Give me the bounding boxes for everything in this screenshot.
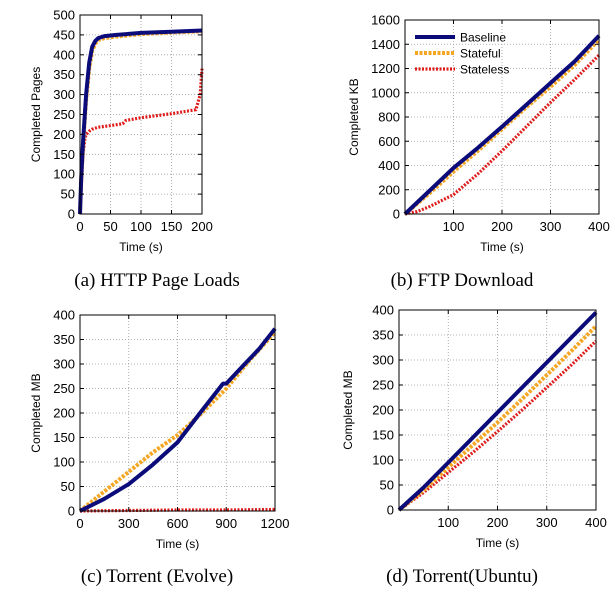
x-tick-label: 200 (487, 515, 509, 530)
series-stateless-line (398, 339, 598, 512)
y-tick-label: 0 (387, 503, 394, 518)
y-tick-label: 200 (53, 127, 75, 142)
series-baseline-line (403, 34, 601, 216)
y-tick-label: 500 (53, 8, 75, 23)
y-tick-label: 150 (53, 430, 75, 445)
chart-b: 0 200 400 600 800 1000 1200 1400 1600 100 200 300 40… (347, 13, 610, 255)
x-tick-label: 200 (491, 219, 513, 234)
y-tick-label: 1400 (371, 37, 400, 52)
y-tick-label: 400 (378, 158, 400, 173)
x-tick-label: 150 (161, 219, 183, 234)
y-tick-label: 350 (53, 332, 75, 347)
y-tick-label: 350 (372, 328, 394, 343)
x-axis-label: Time (s) (476, 536, 520, 550)
x-tick-label: 300 (540, 219, 562, 234)
y-tick-label: 100 (372, 453, 394, 468)
y-tick-label: 350 (53, 67, 75, 82)
x-tick-label: 300 (536, 515, 558, 530)
y-tick-label: 300 (53, 357, 75, 372)
x-tick-label: 100 (130, 219, 152, 234)
x-tick-label: 300 (118, 516, 140, 531)
x-axis-label: Time (s) (480, 240, 524, 254)
y-tick-label: 300 (53, 87, 75, 102)
legend-label-stateless: Stateless (460, 63, 509, 77)
x-tick-label: 0 (76, 516, 83, 531)
y-tick-label: 250 (53, 381, 75, 396)
y-tick-label: 50 (380, 478, 394, 493)
y-tick-label: 1200 (371, 61, 400, 76)
y-tick-label: 450 (53, 27, 75, 42)
x-tick-label: 1200 (261, 516, 290, 531)
y-tick-label: 0 (68, 504, 75, 519)
x-tick-label: 900 (215, 516, 237, 531)
caption-c: (c) Torrent (Evolve) (80, 566, 234, 587)
x-tick-label: 400 (585, 515, 607, 530)
y-axis-label: Completed KB (347, 78, 361, 155)
series-baseline-line (397, 311, 598, 512)
y-tick-label: 250 (53, 107, 75, 122)
x-tick-label: 200 (191, 219, 213, 234)
legend-label-stateful: Stateful (460, 47, 501, 61)
y-tick-label: 800 (378, 110, 400, 125)
y-tick-label: 0 (393, 207, 400, 222)
x-tick-label: 0 (76, 219, 83, 234)
x-tick-label: 100 (443, 219, 465, 234)
chart-a: 0 50 100 150 200 250 300 350 400 450 500 0 50 100 150 2… (29, 8, 213, 255)
y-tick-label: 1000 (371, 85, 400, 100)
x-axis-label: Time (s) (119, 240, 163, 254)
y-tick-label: 150 (53, 147, 75, 162)
caption-a: (a) HTTP Page Loads (74, 270, 240, 291)
y-tick-label: 100 (53, 455, 75, 470)
y-tick-label: 300 (372, 353, 394, 368)
y-tick-label: 50 (61, 479, 75, 494)
legend: Baseline Stateful Stateless (415, 31, 509, 77)
y-tick-label: 0 (68, 207, 75, 222)
chart-c: 0 50 100 150 200 250 300 350 400 0 300 600 900 1200 Ti… (29, 308, 289, 552)
y-tick-label: 100 (53, 167, 75, 182)
series-stateless-line (404, 54, 601, 216)
y-tick-label: 400 (372, 303, 394, 318)
y-axis-label: Completed MB (29, 373, 43, 452)
series-baseline-line (79, 327, 277, 513)
y-tick-label: 200 (378, 182, 400, 197)
y-tick-label: 200 (53, 406, 75, 421)
y-tick-label: 600 (378, 134, 400, 149)
y-tick-label: 200 (372, 403, 394, 418)
series-baseline-line (78, 28, 203, 215)
y-tick-label: 1600 (371, 13, 400, 28)
caption-b: (b) FTP Download (390, 270, 534, 291)
y-tick-label: 400 (53, 47, 75, 62)
caption-d: (d) Torrent(Ubuntu) (386, 566, 538, 587)
x-axis-label: Time (s) (156, 537, 200, 551)
y-axis-label: Completed MB (341, 370, 355, 449)
legend-label-baseline: Baseline (460, 31, 506, 45)
x-tick-label: 100 (437, 515, 459, 530)
series-stateful-line (78, 330, 277, 513)
y-tick-label: 150 (372, 428, 394, 443)
chart-d: 0 50 100 150 200 250 300 350 400 100 200 300 400 Time… (341, 303, 607, 551)
y-tick-label: 50 (61, 187, 75, 202)
y-tick-label: 250 (372, 378, 394, 393)
x-tick-label: 400 (588, 219, 610, 234)
x-tick-label: 50 (103, 219, 117, 234)
x-tick-label: 600 (167, 516, 189, 531)
y-tick-label: 400 (53, 308, 75, 323)
series-stateful-line (397, 324, 598, 512)
y-axis-label: Completed Pages (29, 67, 43, 162)
